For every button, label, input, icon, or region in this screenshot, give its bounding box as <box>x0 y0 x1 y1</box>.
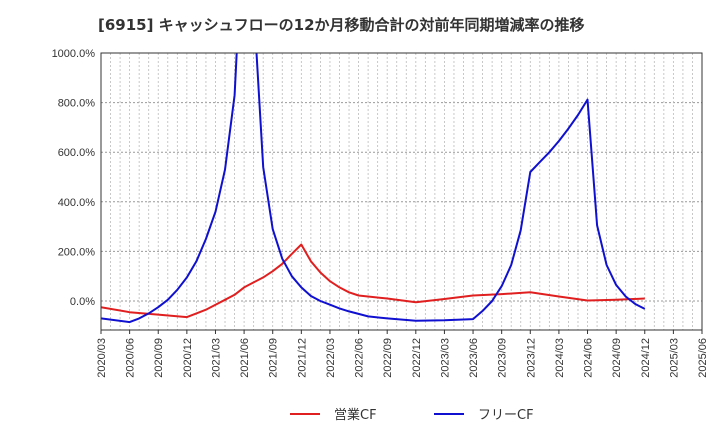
x-tick-label: 2023/09 <box>497 338 509 378</box>
x-tick-label: 2021/03 <box>210 338 222 378</box>
plot-frame <box>100 52 703 331</box>
x-tick-label: 2020/06 <box>125 338 137 378</box>
x-tick-label: 2024/09 <box>611 338 623 378</box>
y-tick-label: 800.0% <box>58 98 96 110</box>
x-tick-label: 2024/12 <box>640 338 652 378</box>
x-tick-label: 2023/06 <box>468 338 480 378</box>
x-tick-label: 2023/12 <box>525 338 537 378</box>
y-tick-label: 200.0% <box>58 246 96 258</box>
x-tick-label: 2020/03 <box>96 338 108 378</box>
x-tick-label: 2020/09 <box>153 338 165 378</box>
x-tick-label: 2020/12 <box>182 338 194 378</box>
y-tick-label: 600.0% <box>58 147 96 159</box>
y-tick-label: 1000.0% <box>52 48 96 60</box>
x-tick-label: 2025/03 <box>668 338 680 378</box>
legend-label: フリーCF <box>478 408 534 423</box>
x-tick-label: 2024/03 <box>554 338 566 378</box>
legend-label: 営業CF <box>334 407 377 423</box>
x-tick-label: 2022/09 <box>382 338 394 378</box>
x-tick-label: 2022/12 <box>411 338 423 378</box>
chart-title: [6915] キャッシュフローの12か月移動合計の対前年同期増減率の推移 <box>98 16 585 34</box>
x-tick-label: 2022/03 <box>325 338 337 378</box>
x-tick-label: 2021/12 <box>296 338 308 378</box>
x-tick-label: 2024/06 <box>583 338 595 378</box>
x-tick-label: 2022/06 <box>354 338 366 378</box>
x-tick-label: 2023/03 <box>439 338 451 378</box>
y-tick-label: 400.0% <box>58 197 96 209</box>
x-tick-label: 2021/09 <box>268 338 280 378</box>
plot-area <box>101 53 702 330</box>
y-tick-label: 0.0% <box>70 296 95 308</box>
x-tick-label: 2025/06 <box>697 338 709 378</box>
series-line-1 <box>101 53 646 324</box>
x-tick-label: 2021/06 <box>239 338 251 378</box>
